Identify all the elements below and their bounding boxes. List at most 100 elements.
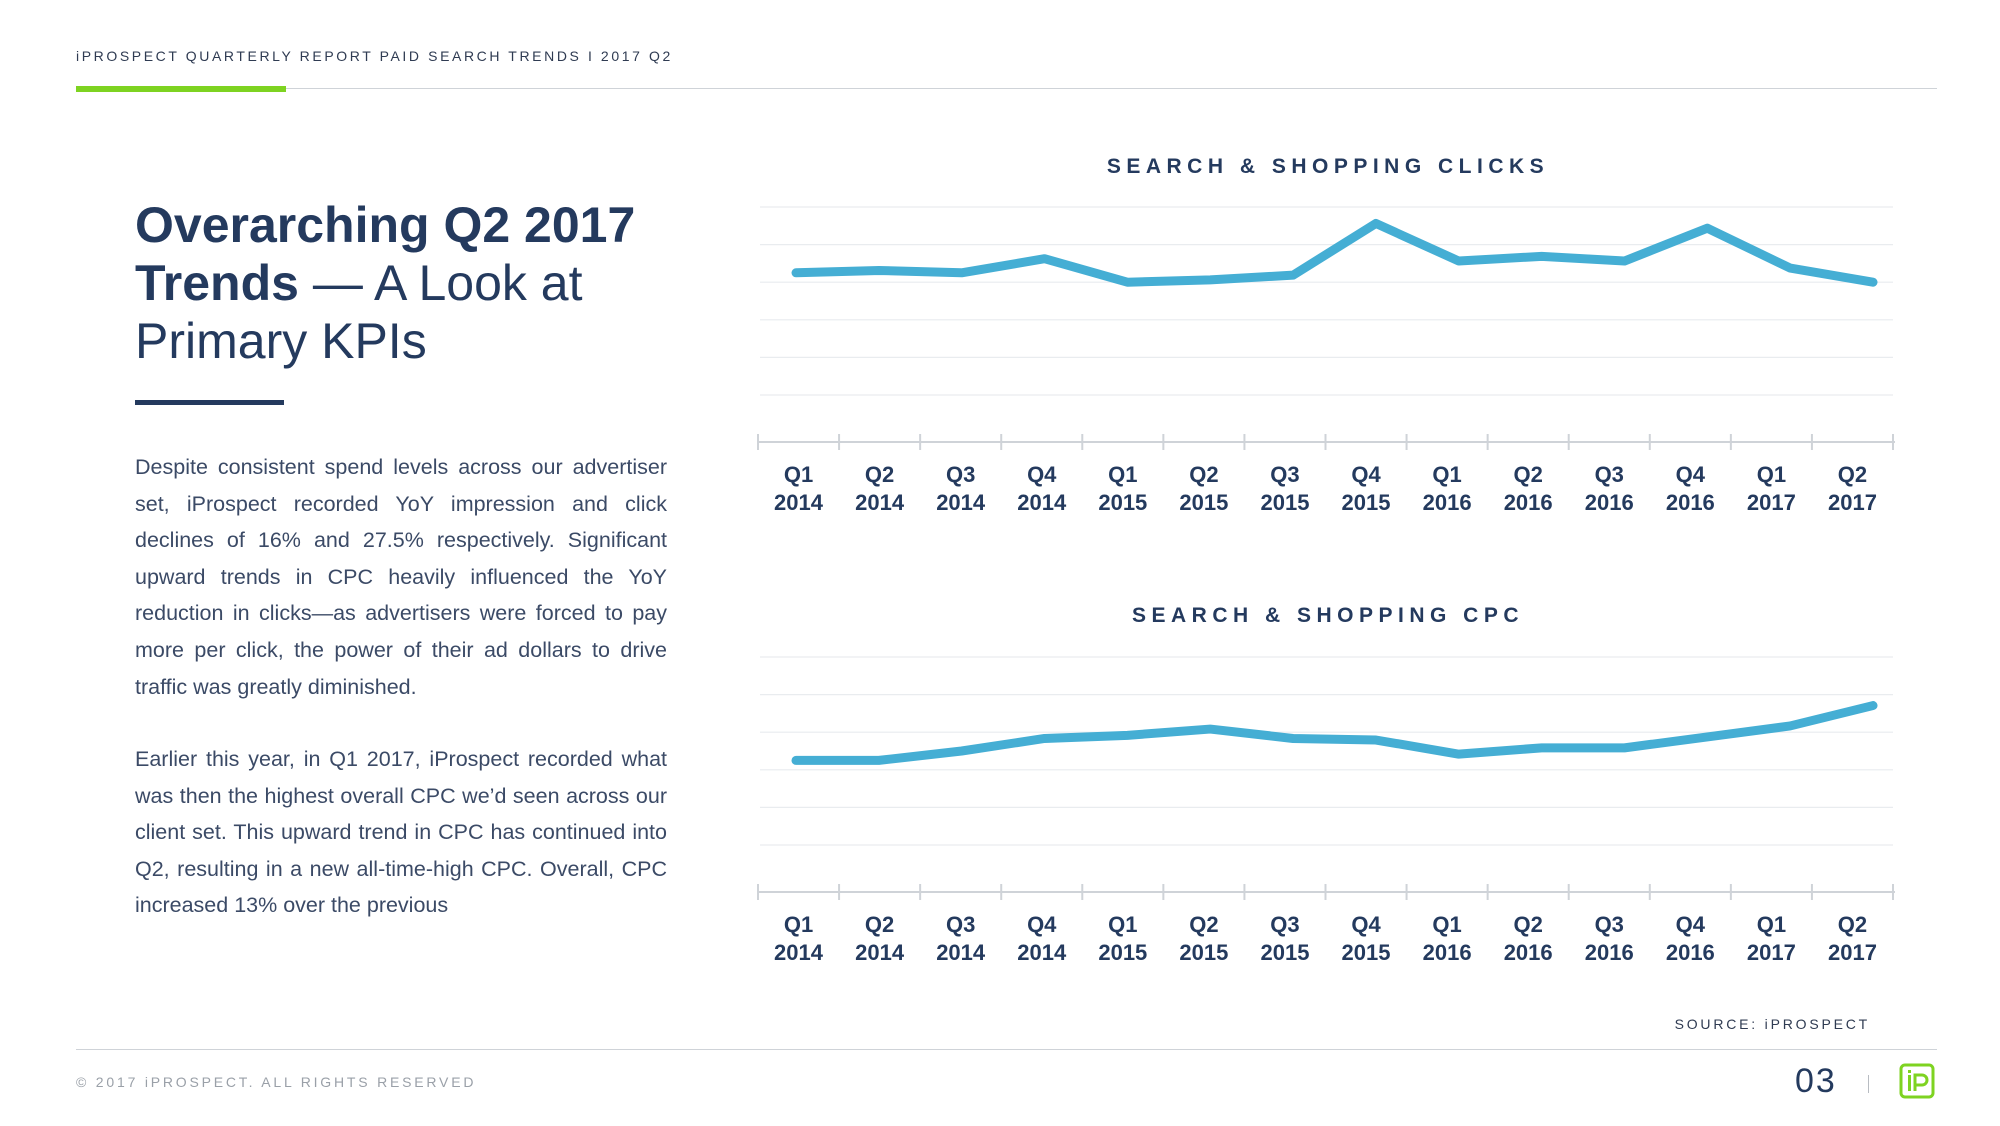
clicks-chart: Q1 2014 Q2 2014 Q3 2014 Q4 2014 Q1 2015 Q2 2015 Q3 20… (757, 206, 1895, 515)
cpc-data-point (795, 759, 797, 762)
cpc-x-tick-label-quarter: Q2 (865, 912, 894, 937)
clicks-x-tick-label-quarter: Q3 (946, 462, 975, 487)
clicks-x-tick-label-year: 2016 (1666, 490, 1715, 515)
clicks-x-tick-label: Q3 2014 (936, 462, 986, 515)
clicks-x-tick-label: Q1 2017 (1747, 462, 1796, 515)
cpc-x-tick-label-year: 2014 (774, 940, 824, 965)
clicks-x-tick-label: Q1 2015 (1098, 462, 1147, 515)
cpc-x-tick-label-quarter: Q3 (946, 912, 975, 937)
clicks-x-tick-label: Q4 2014 (1017, 462, 1067, 515)
clicks-x-tick-label-year: 2014 (774, 490, 824, 515)
clicks-x-tick-label-year: 2016 (1504, 490, 1553, 515)
cpc-data-point (1623, 746, 1626, 749)
cpc-x-tick-label: Q2 2015 (1179, 912, 1228, 965)
clicks-x-tick-label-year: 2014 (855, 490, 905, 515)
clicks-x-tick-label-quarter: Q2 (1189, 462, 1218, 487)
cpc-x-tick-label-year: 2014 (855, 940, 905, 965)
clicks-x-tick-label-quarter: Q3 (1595, 462, 1624, 487)
cpc-x-tick-label-quarter: Q1 (784, 912, 813, 937)
cpc-x-tick-label: Q4 2014 (1017, 912, 1067, 965)
cpc-x-tick-label-year: 2016 (1504, 940, 1553, 965)
cpc-x-tick-label-quarter: Q3 (1270, 912, 1299, 937)
clicks-data-point (1043, 257, 1046, 260)
cpc-data-point (1540, 746, 1543, 749)
clicks-x-tick-label: Q1 2016 (1423, 462, 1472, 515)
cpc-data-point (1706, 735, 1709, 738)
clicks-x-tick-label: Q2 2017 (1828, 462, 1877, 515)
cpc-data-point (1209, 728, 1212, 731)
clicks-data-point (960, 271, 963, 274)
cpc-x-tick-label-quarter: Q2 (1513, 912, 1542, 937)
page-title-bold: Overarching Q2 2017 Trends (135, 197, 636, 311)
clicks-x-tick-label-quarter: Q1 (1757, 462, 1786, 487)
cpc-chart: Q1 2014 Q2 2014 Q3 2014 Q4 2014 Q1 2015 Q2 2015 Q3 20… (757, 656, 1895, 965)
clicks-data-point (1623, 260, 1626, 263)
clicks-x-tick-label-year: 2014 (1017, 490, 1067, 515)
clicks-data-point (1374, 222, 1377, 225)
clicks-data-point (1209, 278, 1212, 281)
iprospect-logo-icon (1899, 1063, 1935, 1099)
clicks-x-tick-label: Q3 2015 (1260, 462, 1309, 515)
clicks-x-tick-label-year: 2015 (1342, 490, 1391, 515)
footer-divider (76, 1049, 1937, 1050)
clicks-x-tick-label-year: 2016 (1585, 490, 1634, 515)
cpc-data-point (1126, 734, 1129, 737)
clicks-x-tick-label-quarter: Q2 (1838, 462, 1867, 487)
clicks-x-tick-label: Q1 2014 (774, 462, 824, 515)
cpc-series-line (791, 701, 1878, 765)
cpc-data-point (1872, 704, 1874, 707)
clicks-x-tick-label-quarter: Q4 (1027, 462, 1057, 487)
cpc-x-tick-label-quarter: Q2 (1189, 912, 1218, 937)
cpc-data-point (1292, 737, 1295, 740)
cpc-x-tick-label: Q2 2014 (855, 912, 905, 965)
source-note: SOURCE: iPROSPECT (1674, 1016, 1870, 1032)
clicks-data-point (1126, 281, 1129, 284)
clicks-data-point (877, 269, 880, 272)
clicks-x-tick-label-year: 2015 (1179, 490, 1228, 515)
cpc-x-tick-label-year: 2015 (1179, 940, 1228, 965)
cpc-x-tick-label-quarter: Q1 (1108, 912, 1137, 937)
body-paragraph-1: Despite consistent spend levels across o… (135, 455, 667, 699)
clicks-series-line (791, 218, 1878, 287)
cpc-x-tick-label: Q1 2017 (1747, 912, 1796, 965)
cpc-x-tick-label: Q3 2015 (1260, 912, 1309, 965)
clicks-data-point (1540, 255, 1543, 258)
clicks-data-point (1706, 227, 1709, 230)
cpc-x-tick-label: Q1 2016 (1423, 912, 1472, 965)
clicks-x-tick-label: Q4 2016 (1666, 462, 1715, 515)
clicks-x-tick-label-quarter: Q1 (1432, 462, 1461, 487)
cpc-x-tick-label-year: 2015 (1342, 940, 1391, 965)
clicks-x-tick-label-year: 2015 (1260, 490, 1309, 515)
clicks-data-point (1292, 274, 1295, 277)
clicks-x-tick-label: Q3 2016 (1585, 462, 1634, 515)
copyright-text: © 2017 iPROSPECT. ALL RIGHTS RESERVED (76, 1074, 477, 1090)
clicks-x-tick-label: Q2 2016 (1504, 462, 1553, 515)
clicks-x-tick-label-quarter: Q3 (1270, 462, 1299, 487)
cpc-data-point (1374, 739, 1377, 742)
clicks-x-tick-label-quarter: Q1 (784, 462, 813, 487)
clicks-data-point (1789, 267, 1792, 270)
clicks-x-tick-label-quarter: Q2 (865, 462, 894, 487)
title-underline (135, 400, 284, 405)
cpc-x-tick-label-quarter: Q4 (1027, 912, 1057, 937)
clicks-data-point (1457, 260, 1460, 263)
clicks-data-point (795, 271, 797, 274)
cpc-data-point (1457, 753, 1460, 756)
clicks-x-tick-label: Q2 2014 (855, 462, 905, 515)
clicks-data-point (1872, 281, 1874, 284)
cpc-x-tick-label-year: 2016 (1585, 940, 1634, 965)
cpc-x-tick-label-year: 2014 (1017, 940, 1067, 965)
cpc-x-tick-label: Q1 2014 (774, 912, 824, 965)
report-header: iPROSPECT QUARTERLY REPORT PAID SEARCH T… (76, 48, 673, 64)
cpc-x-tick-label: Q4 2015 (1342, 912, 1391, 965)
cpc-data-point (960, 750, 963, 752)
cpc-data-point (877, 759, 880, 762)
cpc-x-tick-label: Q4 2016 (1666, 912, 1715, 965)
clicks-x-tick-label-year: 2015 (1098, 490, 1147, 515)
cpc-x-tick-label-year: 2014 (936, 940, 986, 965)
clicks-x-tick-label-quarter: Q1 (1108, 462, 1137, 487)
clicks-x-tick-label-year: 2014 (936, 490, 986, 515)
clicks-x-tick-label-quarter: Q4 (1351, 462, 1381, 487)
cpc-data-point (1043, 737, 1046, 740)
page-number: 03 (1795, 1062, 1837, 1100)
